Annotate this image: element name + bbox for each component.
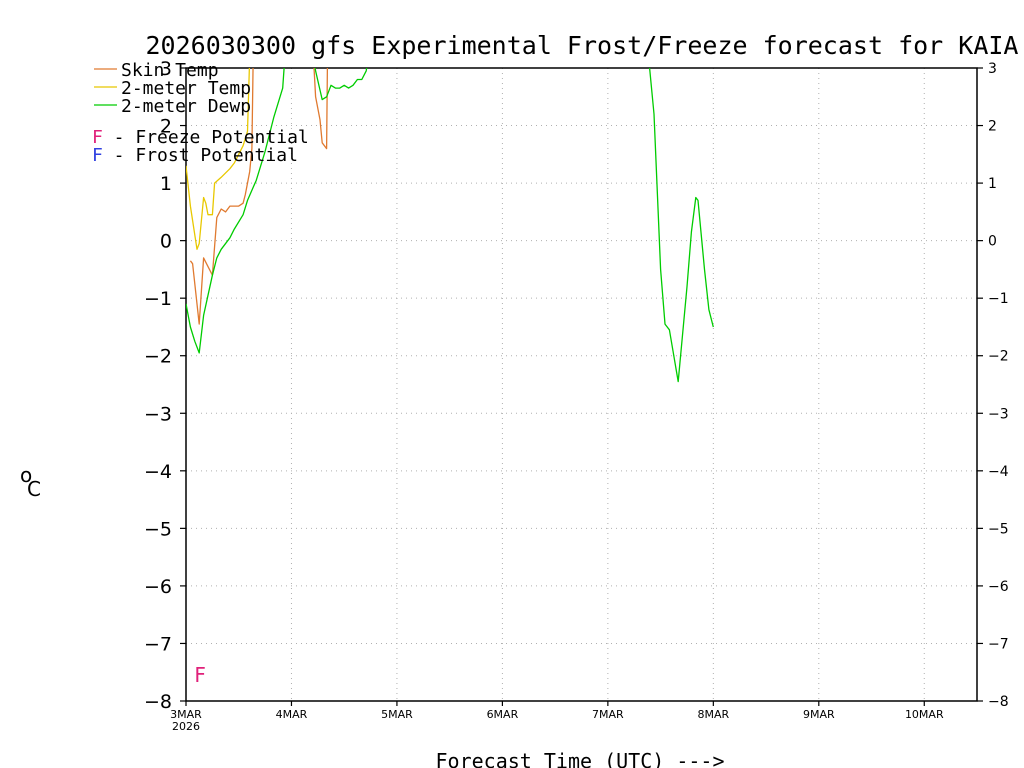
annotations: F [194,663,206,687]
axis-ticks [180,67,983,706]
legend-label: 2-meter Dewp [121,96,251,117]
y-tick-label-right: −5 [988,521,1009,537]
x-axis-title: Forecast Time (UTC) ---> [436,749,725,768]
plot-frame [185,67,978,702]
series-line-skin-temp [189,68,329,325]
potential-symbol: F [92,145,103,166]
y-tick-label-left: −5 [144,518,172,540]
y-tick-label-left: 3 [160,58,172,80]
y-tick-label-left: −4 [144,461,172,483]
y-tick-label-left: 0 [160,231,172,253]
y-axis-right: 3 2 1 0 −1 −2 −3 −4 −5 −6 −7 −8 [988,61,1009,710]
legend-label: 2-meter Temp [121,78,251,99]
y-tick-label-left: −7 [144,633,172,655]
chart-title: 2026030300 gfs Experimental Frost/Freeze… [146,31,1019,60]
potential-legend-entry: F - Freeze Potential [92,127,309,148]
y-tick-label-right: −7 [988,636,1009,652]
y-tick-label-left: 1 [160,173,172,195]
y-tick-label-left: −8 [144,691,172,713]
series-line-2-meter-dewp [186,68,714,383]
x-tick-label: 4MAR [276,708,308,721]
ylabel-unit: C [27,477,41,501]
y-tick-label-left: 2 [160,116,172,138]
y-tick-label-left: −6 [144,576,172,598]
series-lines [186,68,714,383]
x-tick-label: 7MAR [592,708,624,721]
potential-legend-entry: F - Frost Potential [92,145,298,166]
series-line-2-meter-temp [186,68,251,250]
potential-symbol: F [92,127,103,148]
y-tick-label-right: 2 [988,119,997,135]
y-tick-label-right: −2 [988,349,1009,365]
x-tick-label: 8MAR [697,708,729,721]
y-tick-label-right: 0 [988,234,997,250]
y-tick-label-left: −1 [144,288,172,310]
potential-text: - Freeze Potential [103,127,309,148]
x-tick-label: 3MAR [170,708,202,721]
legend-label: Skin Temp [121,60,219,81]
potential-text: - Frost Potential [103,145,298,166]
x-tick-label: 6MAR [487,708,519,721]
x-tick-label: 10MAR [905,708,944,721]
y-tick-label-right: −8 [988,694,1009,710]
x-tick-label: 9MAR [803,708,835,721]
ylabel-degree: o [20,463,32,487]
y-tick-label-right: −6 [988,579,1009,595]
x-tick-label: 5MAR [381,708,413,721]
y-tick-label-right: 1 [988,176,997,192]
y-tick-label-right: −3 [988,406,1009,422]
y-axis-label: o C [20,463,41,501]
y-tick-label-right: −4 [988,464,1009,480]
freeze-potential-marker: F [194,663,206,687]
y-tick-label-right: 3 [988,61,997,77]
grid-lines [186,68,977,701]
y-axis-left: 3 2 1 0 −1 −2 −3 −4 −5 −6 −7 −8 [144,58,172,713]
y-tick-label-right: −1 [988,291,1009,307]
y-tick-label-left: −2 [144,346,172,368]
y-tick-label-left: −3 [144,403,172,425]
x-tick-sublabel: 2026 [172,720,200,733]
